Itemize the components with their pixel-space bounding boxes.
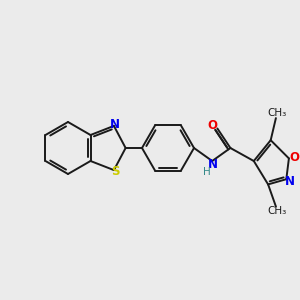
Text: O: O bbox=[289, 151, 299, 164]
Text: S: S bbox=[111, 165, 119, 178]
Text: CH₃: CH₃ bbox=[267, 206, 286, 217]
Text: H: H bbox=[203, 167, 211, 177]
Text: O: O bbox=[207, 119, 218, 132]
Text: CH₃: CH₃ bbox=[267, 108, 286, 118]
Text: N: N bbox=[110, 118, 120, 131]
Text: N: N bbox=[208, 158, 218, 170]
Text: N: N bbox=[285, 175, 295, 188]
